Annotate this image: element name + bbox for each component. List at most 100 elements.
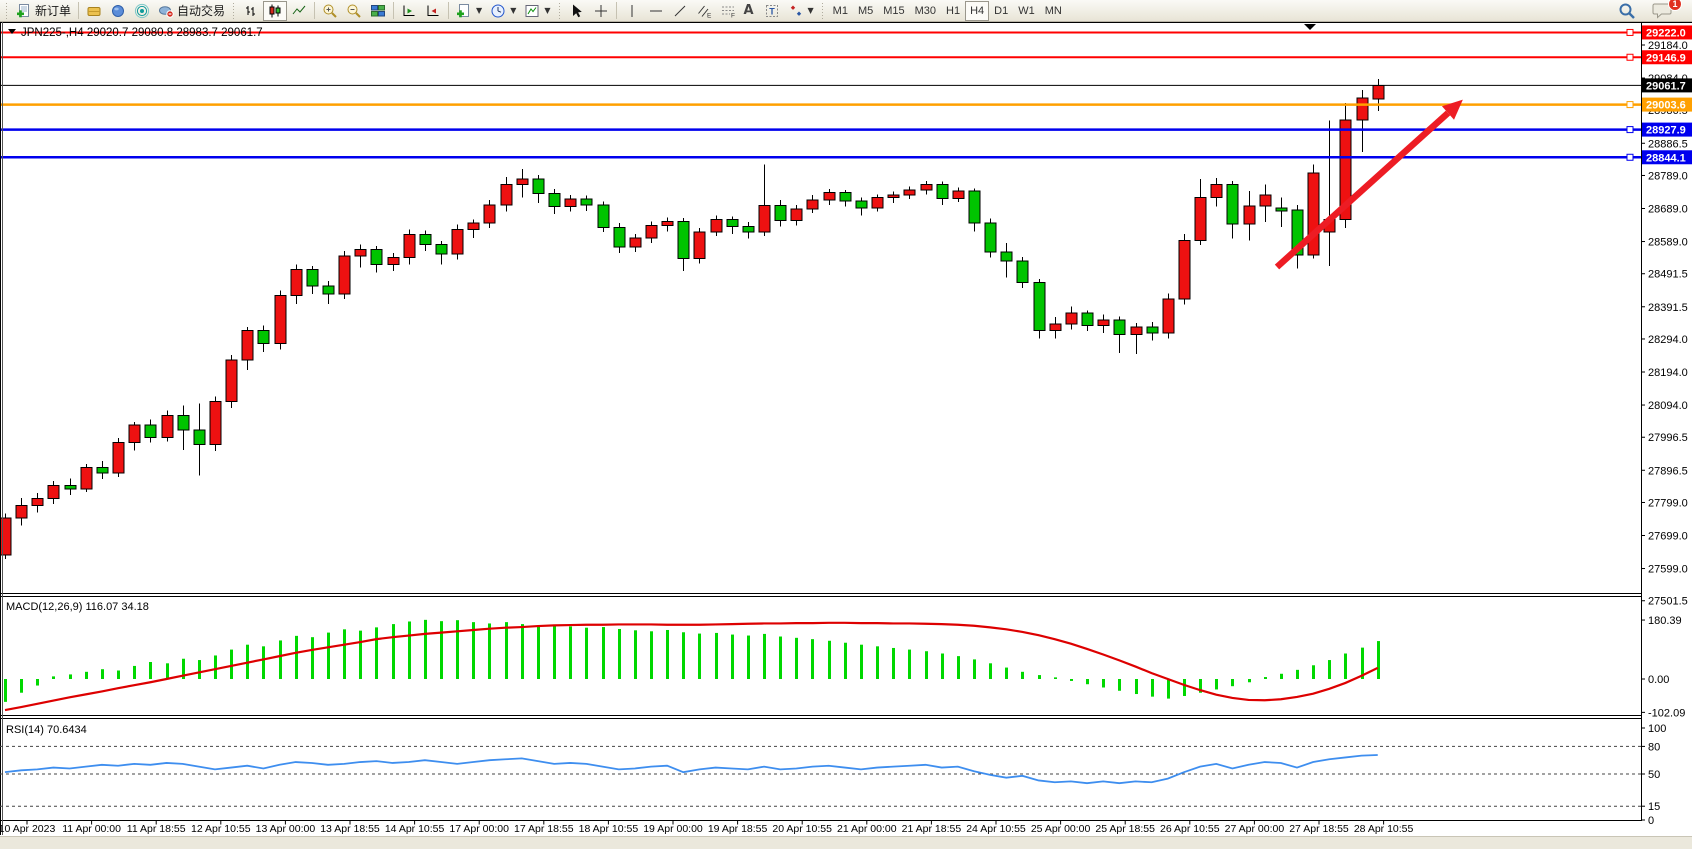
new-order-button[interactable]: 新订单 (12, 1, 75, 21)
new-order-label: 新订单 (35, 4, 72, 18)
timeframe-button-m1[interactable]: M1 (828, 1, 853, 21)
separator (393, 2, 395, 19)
arrows-button[interactable]: ▼ (784, 1, 818, 21)
auto-trading-button[interactable]: 自动交易 (154, 1, 229, 21)
price-label-box (1642, 97, 1692, 112)
timeframe-button-m15[interactable]: M15 (878, 1, 909, 21)
timeframe-button-d1[interactable]: D1 (989, 1, 1013, 21)
toolbar: 新订单 (0, 0, 1692, 22)
equidistant-channel-icon: E (697, 5, 712, 19)
time-tick-label: 27 Apr 00:00 (1225, 823, 1285, 835)
text-button[interactable]: A (740, 1, 760, 21)
timeframe-button-mn[interactable]: MN (1040, 1, 1067, 21)
equidistant-channel-button[interactable]: E (692, 1, 716, 21)
fibonacci-icon: F (721, 6, 735, 19)
clock-icon (491, 4, 505, 17)
toolbar-grip[interactable] (557, 2, 562, 19)
fibonacci-button[interactable]: F (716, 1, 740, 21)
horizontal-line-icon (649, 10, 662, 11)
line-chart-button[interactable] (287, 1, 311, 21)
vertical-line-button[interactable] (620, 1, 644, 21)
macd-signal-line (4, 621, 1379, 712)
timeframe-button-h4[interactable]: H4 (965, 0, 990, 21)
price-tick-label: 27996.5 (1648, 432, 1688, 444)
new-order-icon (17, 3, 29, 17)
rsi-line (4, 754, 1378, 785)
market-button[interactable] (106, 1, 130, 21)
zoom-out-button[interactable] (342, 1, 366, 21)
toolbar-grip[interactable] (232, 2, 237, 19)
time-tick-label: 18 Apr 10:55 (579, 823, 639, 835)
indicators-icon (525, 4, 539, 17)
separator (314, 2, 316, 19)
horizontal-line-button[interactable] (644, 1, 668, 21)
search-icon (1619, 3, 1635, 19)
line-handle[interactable] (1626, 28, 1634, 36)
macd-axis-label: 0.00 (1648, 674, 1669, 686)
toolbar-grip[interactable] (820, 2, 825, 19)
chevron-down-icon: ▼ (510, 6, 517, 15)
search-button[interactable] (1614, 1, 1640, 21)
bar-chart-button[interactable] (239, 1, 263, 21)
candlestick-chart-button[interactable] (263, 0, 288, 21)
time-tick-label: 13 Apr 18:55 (320, 823, 380, 835)
time-tick-label: 17 Apr 00:00 (449, 823, 509, 835)
price-label-text: 29061.7 (1646, 80, 1686, 92)
cursor-button[interactable] (565, 1, 589, 21)
timeframe-button-m5[interactable]: M5 (853, 1, 878, 21)
line-handle[interactable] (1626, 126, 1634, 134)
annotation-arrow[interactable] (1274, 99, 1463, 270)
macd-panel: MACD(12,26,9) 116.07 34.18 180.39 0.00 -102… (4, 601, 1685, 719)
zoom-out-icon (347, 4, 361, 18)
candlestick-chart-icon (269, 4, 281, 17)
zoom-in-button[interactable] (318, 1, 342, 21)
timeframe-button-m30[interactable]: M30 (910, 1, 941, 21)
price-tick-label: 28589.0 (1648, 237, 1688, 249)
indicators-button[interactable]: ▼ (520, 1, 554, 21)
timeframe-button-w1[interactable]: W1 (1013, 1, 1040, 21)
gold-box-icon (87, 6, 101, 16)
timeframe-button-h1[interactable]: H1 (941, 1, 965, 21)
chevron-down-icon: ▼ (807, 6, 814, 15)
price-tick-label: 28194.0 (1648, 367, 1688, 379)
time-tick-label: 21 Apr 00:00 (837, 823, 897, 835)
auto-trading-icon (159, 5, 174, 18)
line-handle[interactable] (1626, 53, 1634, 61)
symbol-dropdown-icon[interactable] (8, 29, 16, 34)
line-handle[interactable] (1626, 101, 1634, 109)
auto-scroll-button[interactable] (397, 1, 421, 21)
signal-icon (134, 3, 150, 18)
text-label-icon: T (765, 4, 778, 17)
signals-button[interactable] (130, 1, 154, 21)
price-axis: 29184.029084.028986.528886.528789.028689… (1641, 25, 1692, 608)
chart-shift-button[interactable] (421, 1, 445, 21)
time-tick-label: 28 Apr 10:55 (1354, 823, 1414, 835)
candles (0, 79, 1385, 559)
new-template-button[interactable]: ▼ (452, 1, 486, 21)
line-handle[interactable] (1626, 153, 1634, 161)
price-tick-label: 29184.0 (1648, 40, 1688, 52)
tile-windows-button[interactable] (366, 1, 390, 21)
rsi-axis-label: 100 (1648, 723, 1666, 735)
crosshair-icon (594, 4, 607, 17)
periods-button[interactable]: ▼ (486, 1, 520, 21)
price-tick-label: 27799.0 (1648, 497, 1688, 509)
text-label-button[interactable]: T (760, 1, 784, 21)
macd-axis-label: 180.39 (1648, 615, 1682, 627)
time-tick-label: 25 Apr 18:55 (1095, 823, 1155, 835)
trendline-button[interactable] (668, 1, 692, 21)
time-tick-label: 19 Apr 00:00 (643, 823, 703, 835)
toolbar-grip[interactable] (5, 2, 9, 19)
price-tick-label: 28491.5 (1648, 269, 1688, 281)
crosshair-button[interactable] (589, 1, 613, 21)
price-tick-label: 27699.0 (1648, 531, 1688, 543)
price-tick-label: 28294.0 (1648, 334, 1688, 346)
time-tick-label: 10 Apr 2023 (0, 823, 55, 835)
time-tick-label: 25 Apr 00:00 (1031, 823, 1091, 835)
notification-badge[interactable]: 1 (1668, 0, 1682, 11)
rsi-axis-label: 80 (1648, 741, 1660, 753)
chart-marker-icon[interactable] (1304, 24, 1316, 30)
metaeditor-button[interactable] (82, 1, 106, 21)
separator (78, 2, 80, 19)
